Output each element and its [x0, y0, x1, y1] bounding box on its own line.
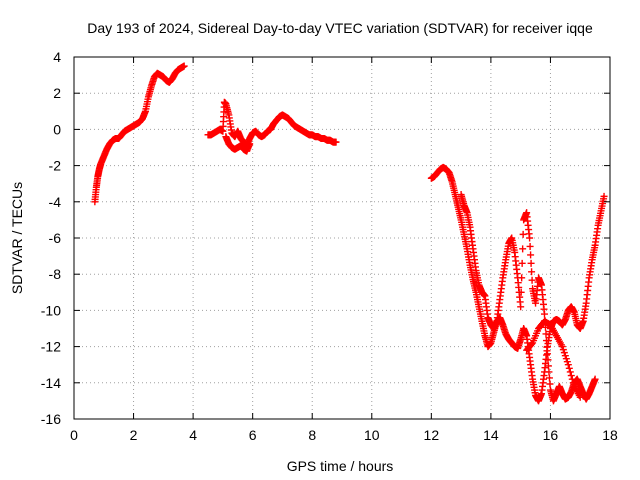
x-axis-label: GPS time / hours [287, 458, 394, 474]
data-point [576, 393, 584, 401]
y-tick-label: -6 [49, 230, 62, 246]
y-tick-label: -8 [49, 266, 62, 282]
x-tick-label: 16 [543, 427, 559, 443]
y-tick-label: -10 [41, 302, 61, 318]
x-tick-label: 12 [424, 427, 440, 443]
data-point-interp [519, 230, 527, 238]
data-point-interp [526, 242, 534, 250]
data-point [517, 303, 525, 311]
data-point-interp [542, 330, 550, 338]
data-point [591, 375, 599, 383]
data-point-interp [527, 259, 535, 267]
data-point [526, 234, 534, 242]
x-tick-label: 0 [70, 427, 78, 443]
x-tick-label: 2 [130, 427, 138, 443]
y-tick-label: -12 [41, 339, 61, 355]
x-tick-label: 8 [308, 427, 316, 443]
data-point-interp [545, 368, 553, 376]
data-point-interp [517, 288, 525, 296]
data-point-interp [518, 259, 526, 267]
data-point-interp [527, 251, 535, 259]
data-point-interp [528, 276, 536, 284]
data-point-interp [565, 364, 573, 372]
data-point [600, 192, 608, 200]
tick-labels: 0 2 4 6 8 10 12 14 16 18 -16 -14 -12 -10 -8 -6 -4 -2 0 2 4 [41, 49, 618, 443]
data-point [540, 310, 548, 318]
x-tick-label: 10 [364, 427, 380, 443]
data-point [332, 138, 340, 146]
data-point-interp [544, 362, 552, 370]
y-tick-label: 4 [53, 49, 61, 65]
x-tick-label: 4 [189, 427, 197, 443]
data-point [246, 140, 254, 148]
data-point-interp [544, 356, 552, 364]
data-point-interp [569, 379, 577, 387]
data-point-interp [546, 380, 554, 388]
data-point-interp [543, 343, 551, 351]
data-point-interp [545, 374, 553, 382]
x-tick-label: 18 [602, 427, 618, 443]
y-axis-label: SDTVAR / TECUs [9, 182, 25, 294]
data-point [564, 361, 572, 369]
axis-ticks [73, 56, 611, 420]
data-point [543, 350, 551, 358]
data-point [180, 62, 188, 70]
x-tick-label: 14 [483, 427, 499, 443]
y-tick-label: -14 [41, 375, 61, 391]
data-point-interp [528, 268, 536, 276]
data-point-interp [568, 375, 576, 383]
data-points [91, 62, 608, 405]
y-tick-label: -16 [41, 411, 61, 427]
y-tick-label: -4 [49, 194, 62, 210]
x-tick-label: 6 [249, 427, 257, 443]
data-point-interp [567, 372, 575, 380]
data-point-interp [519, 245, 527, 253]
data-point-interp [518, 274, 526, 282]
y-tick-label: -2 [49, 158, 62, 174]
y-tick-label: 0 [53, 121, 61, 137]
data-point-interp [542, 337, 550, 345]
data-point-interp [566, 368, 574, 376]
grid [74, 57, 610, 419]
chart-title: Day 193 of 2024, Sidereal Day-to-day VTE… [87, 20, 593, 36]
y-tick-label: 2 [53, 85, 61, 101]
data-point-interp [528, 340, 536, 348]
